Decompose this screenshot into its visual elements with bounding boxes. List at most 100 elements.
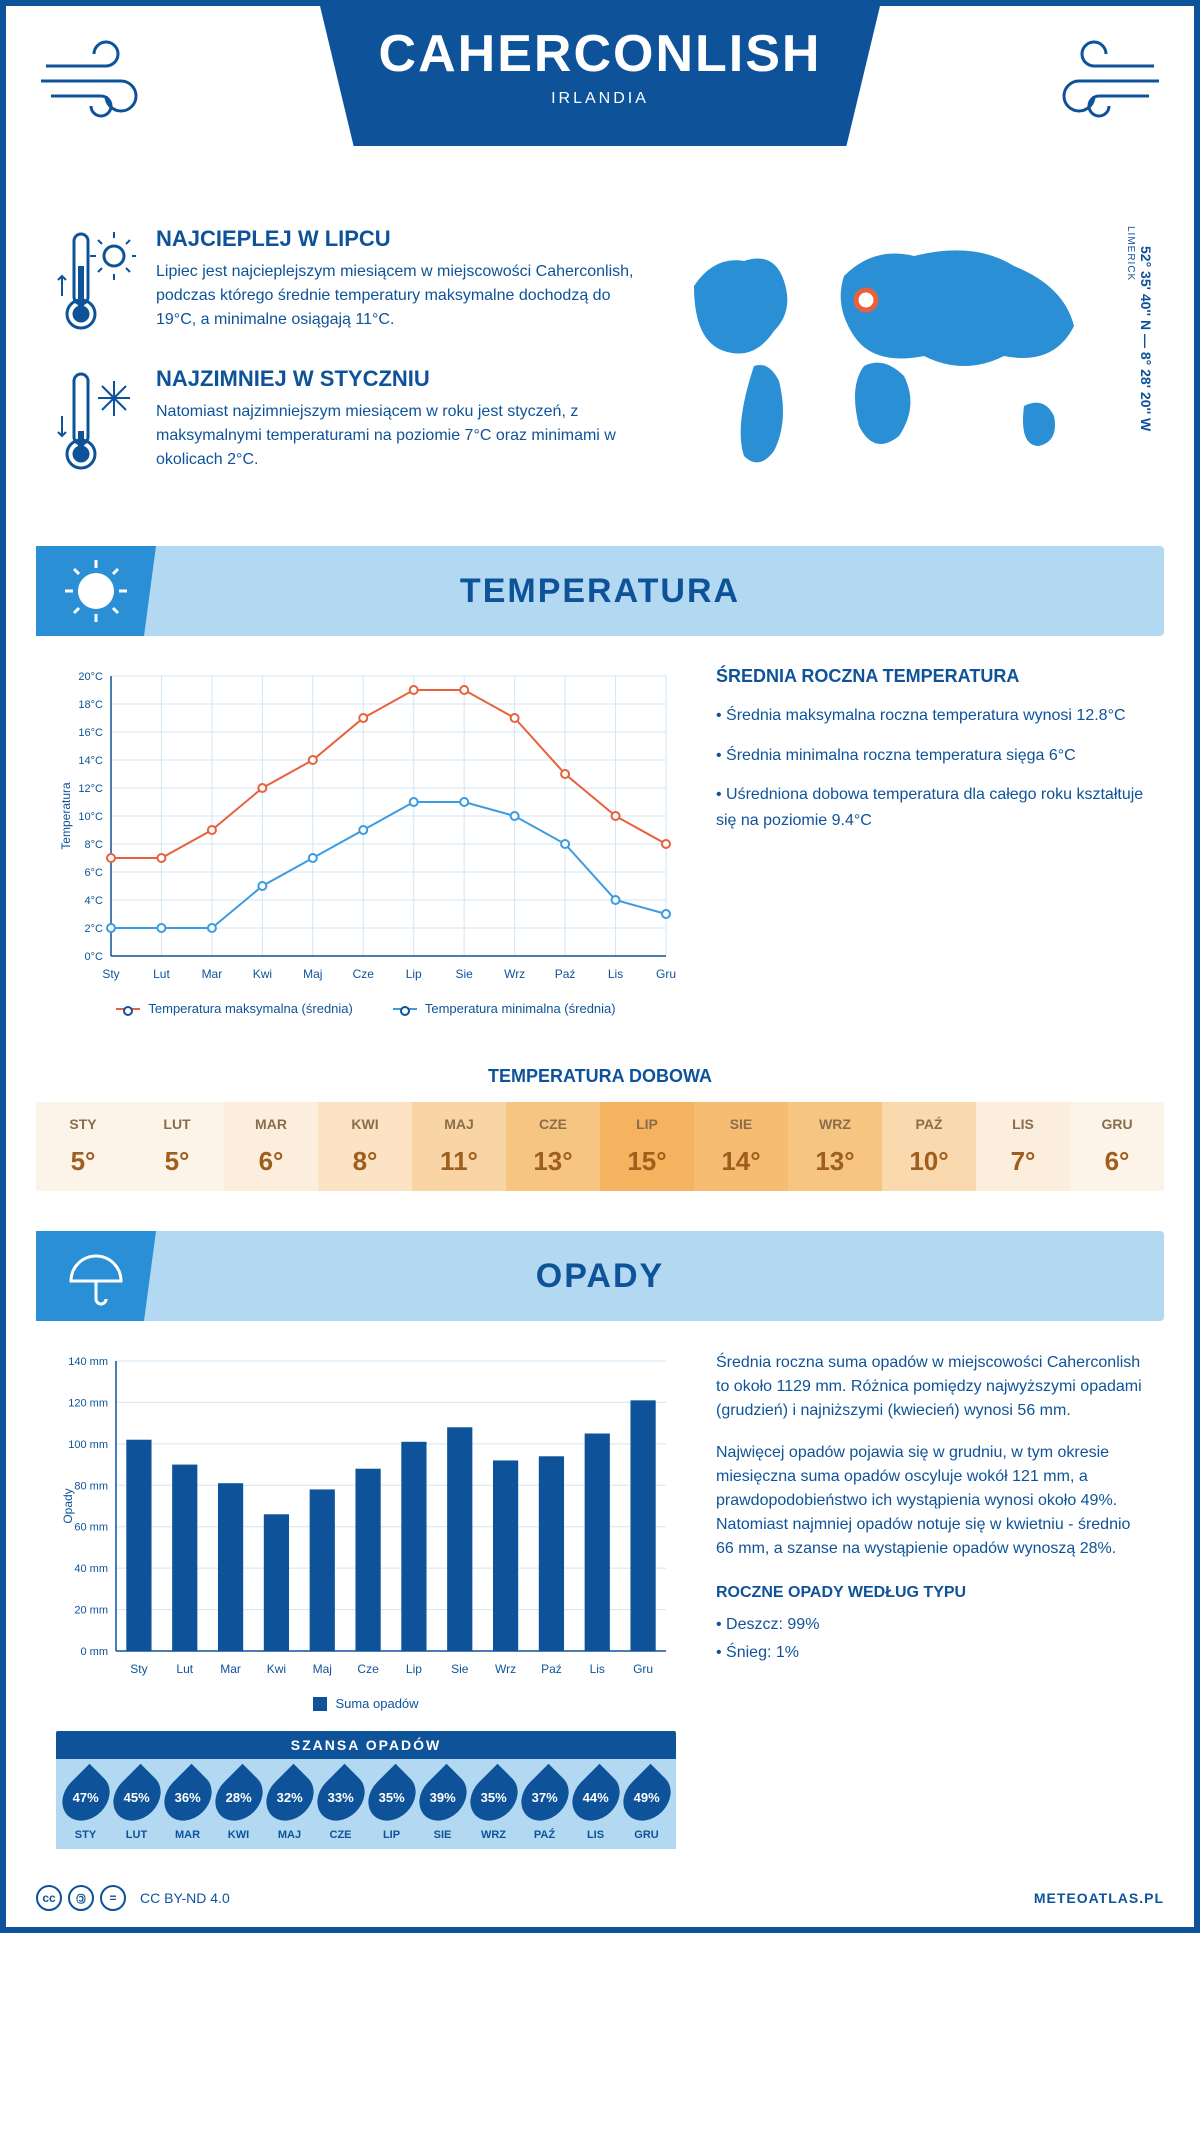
legend-min: Temperatura minimalna (średnia): [393, 1001, 616, 1016]
hottest-fact: NAJCIEPLEJ W LIPCU Lipiec jest najcieple…: [56, 226, 634, 336]
svg-text:6°C: 6°C: [85, 867, 104, 879]
cold-title: NAJZIMNIEJ W STYCZNIU: [156, 366, 634, 392]
country-subtitle: IRLANDIA: [320, 90, 880, 108]
svg-text:Gru: Gru: [633, 1662, 653, 1676]
legend-max: Temperatura maksymalna (średnia): [116, 1001, 352, 1016]
svg-text:4°C: 4°C: [85, 895, 104, 907]
title-banner: CAHERCONLISH IRLANDIA: [320, 6, 880, 146]
svg-text:Sty: Sty: [130, 1662, 147, 1676]
header: CAHERCONLISH IRLANDIA: [6, 6, 1194, 206]
chance-cell: 33%CZE: [315, 1771, 366, 1841]
svg-text:Lut: Lut: [153, 967, 170, 981]
wind-icon: [36, 36, 176, 126]
chance-cell: 36%MAR: [162, 1771, 213, 1841]
chance-cell: 35%WRZ: [468, 1771, 519, 1841]
chance-cell: 39%SIE: [417, 1771, 468, 1841]
cc-icon: cc: [36, 1885, 62, 1911]
precip-p2: Najwięcej opadów pojawia się w grudniu, …: [716, 1441, 1144, 1561]
chance-cell: 47%STY: [60, 1771, 111, 1841]
temperature-banner: TEMPERATURA: [36, 546, 1164, 636]
temp-info-title: ŚREDNIA ROCZNA TEMPERATURA: [716, 666, 1144, 687]
chance-cell: 28%KWI: [213, 1771, 264, 1841]
svg-text:Cze: Cze: [353, 967, 375, 981]
svg-text:Maj: Maj: [313, 1662, 332, 1676]
svg-text:Wrz: Wrz: [495, 1662, 516, 1676]
svg-text:14°C: 14°C: [78, 755, 103, 767]
precip-type-item: • Śnieg: 1%: [716, 1641, 1144, 1665]
svg-text:Lut: Lut: [176, 1662, 193, 1676]
svg-text:Paź: Paź: [555, 967, 576, 981]
daily-cell: PAŹ10°: [882, 1102, 976, 1191]
svg-text:0 mm: 0 mm: [81, 1646, 109, 1658]
temperature-chart: 0°C2°C4°C6°C8°C10°C12°C14°C16°C18°C20°CS…: [56, 666, 676, 1016]
svg-text:Lip: Lip: [406, 967, 422, 981]
nd-icon: =: [100, 1885, 126, 1911]
daily-temp-table: STY5°LUT5°MAR6°KWI8°MAJ11°CZE13°LIP15°SI…: [36, 1102, 1164, 1191]
daily-cell: MAR6°: [224, 1102, 318, 1191]
chance-cell: 45%LUT: [111, 1771, 162, 1841]
precipitation-info: Średnia roczna suma opadów w miejscowośc…: [716, 1351, 1144, 1849]
svg-text:Lis: Lis: [590, 1662, 605, 1676]
by-icon: 🄯: [68, 1885, 94, 1911]
svg-text:40 mm: 40 mm: [74, 1563, 108, 1575]
precip-p1: Średnia roczna suma opadów w miejscowośc…: [716, 1351, 1144, 1423]
wind-icon: [1024, 36, 1164, 126]
svg-text:20 mm: 20 mm: [74, 1605, 108, 1617]
city-title: CAHERCONLISH: [320, 24, 880, 84]
svg-text:Maj: Maj: [303, 967, 322, 981]
svg-text:Lis: Lis: [608, 967, 623, 981]
svg-text:Kwi: Kwi: [253, 967, 272, 981]
world-map-box: LIMERICK 52° 35' 40'' N — 8° 28' 20'' W: [664, 226, 1144, 506]
chance-cell: 35%LIP: [366, 1771, 417, 1841]
svg-text:Wrz: Wrz: [504, 967, 525, 981]
daily-cell: LIS7°: [976, 1102, 1070, 1191]
svg-text:80 mm: 80 mm: [74, 1480, 108, 1492]
svg-text:18°C: 18°C: [78, 699, 103, 711]
daily-cell: KWI8°: [318, 1102, 412, 1191]
svg-text:Temperatura: Temperatura: [59, 782, 73, 850]
precipitation-chart: 0 mm20 mm40 mm60 mm80 mm100 mm120 mm140 …: [56, 1351, 676, 1681]
chance-strip: SZANSA OPADÓW 47%STY45%LUT36%MAR28%KWI32…: [56, 1731, 676, 1849]
chance-title: SZANSA OPADÓW: [56, 1731, 676, 1759]
region-label: LIMERICK: [1125, 226, 1136, 281]
chance-cell: 44%LIS: [570, 1771, 621, 1841]
coldest-fact: NAJZIMNIEJ W STYCZNIU Natomiast najzimni…: [56, 366, 634, 476]
thermometer-cold-icon: [56, 366, 136, 476]
temp-info-item: Uśredniona dobowa temperatura dla całego…: [716, 782, 1144, 833]
svg-text:20°C: 20°C: [78, 671, 103, 683]
svg-text:60 mm: 60 mm: [74, 1522, 108, 1534]
sun-icon: [61, 556, 131, 626]
svg-text:16°C: 16°C: [78, 727, 103, 739]
brand: METEOATLAS.PL: [1034, 1890, 1164, 1906]
svg-text:8°C: 8°C: [85, 839, 104, 851]
svg-text:100 mm: 100 mm: [68, 1439, 108, 1451]
precipitation-title: OPADY: [536, 1257, 664, 1296]
svg-text:Opady: Opady: [61, 1488, 75, 1523]
temp-info-item: Średnia maksymalna roczna temperatura wy…: [716, 703, 1144, 729]
svg-text:2°C: 2°C: [85, 923, 104, 935]
precipitation-banner: OPADY: [36, 1231, 1164, 1321]
temp-info-item: Średnia minimalna roczna temperatura się…: [716, 743, 1144, 769]
svg-text:Paź: Paź: [541, 1662, 562, 1676]
svg-text:Kwi: Kwi: [267, 1662, 286, 1676]
daily-cell: LIP15°: [600, 1102, 694, 1191]
svg-text:Cze: Cze: [357, 1662, 379, 1676]
svg-text:Sie: Sie: [456, 967, 474, 981]
svg-text:Mar: Mar: [202, 967, 223, 981]
precip-type-title: ROCZNE OPADY WEDŁUG TYPU: [716, 1581, 1144, 1605]
daily-cell: MAJ11°: [412, 1102, 506, 1191]
daily-cell: LUT5°: [130, 1102, 224, 1191]
chance-cell: 37%PAŹ: [519, 1771, 570, 1841]
hot-title: NAJCIEPLEJ W LIPCU: [156, 226, 634, 252]
license-text: CC BY-ND 4.0: [140, 1890, 230, 1906]
daily-cell: SIE14°: [694, 1102, 788, 1191]
chance-cell: 49%GRU: [621, 1771, 672, 1841]
cc-license: cc 🄯 = CC BY-ND 4.0: [36, 1885, 230, 1911]
temperature-info: ŚREDNIA ROCZNA TEMPERATURA Średnia maksy…: [716, 666, 1144, 1016]
daily-cell: GRU6°: [1070, 1102, 1164, 1191]
thermometer-hot-icon: [56, 226, 136, 336]
legend-precip: Suma opadów: [313, 1696, 418, 1711]
daily-cell: WRZ13°: [788, 1102, 882, 1191]
daily-cell: CZE13°: [506, 1102, 600, 1191]
svg-text:Sie: Sie: [451, 1662, 469, 1676]
